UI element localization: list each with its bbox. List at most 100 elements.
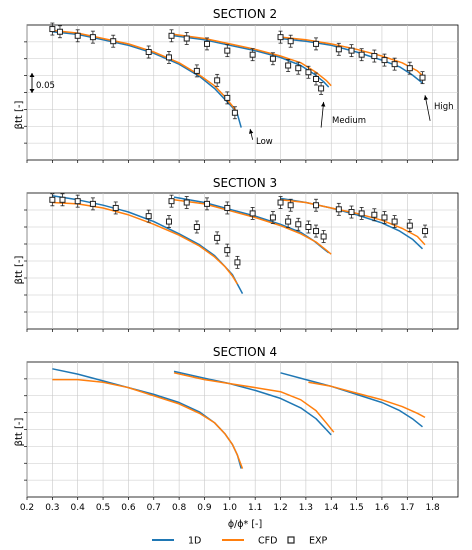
exp-point — [295, 217, 302, 231]
exp-point — [224, 201, 231, 215]
legend-label-1d: 1D — [188, 536, 201, 547]
exp-point — [358, 48, 365, 62]
exp-point — [419, 71, 426, 85]
scale-bar-arrow-up — [29, 73, 35, 77]
exp-point — [249, 206, 256, 220]
exp-point — [214, 231, 221, 245]
series-cfd-line-2 — [280, 36, 426, 79]
exp-point — [168, 29, 175, 43]
exp-point — [224, 44, 231, 58]
exp-point — [287, 34, 294, 48]
x-tick-label: 1.1 — [248, 503, 262, 513]
series-1d-line-2 — [280, 37, 423, 84]
plot-section-4 — [24, 361, 459, 500]
series-cfd-line-2 — [308, 381, 426, 419]
exp-point — [234, 255, 241, 269]
exp-point — [277, 196, 284, 209]
x-tick-label: 0.3 — [45, 503, 59, 513]
exp-point — [49, 22, 56, 36]
panel-title-section-4: SECTION 4 — [213, 345, 277, 359]
exp-point — [193, 220, 200, 234]
exp-point — [165, 215, 172, 228]
series-1d-line-1 — [173, 370, 332, 436]
x-tick-labels: 0.2 0.3 0.4 0.5 0.6 0.7 0.8 0.9 1.0 1.1 1.2 1.3 1.4 1… — [20, 503, 440, 513]
legend-label-cfd: CFD — [258, 536, 277, 547]
annotation-arrowhead — [249, 128, 254, 134]
y-axis-label-section-2: βtt [-] — [14, 101, 25, 130]
x-tick-label: 0.6 — [121, 503, 136, 513]
exp-point — [287, 198, 294, 212]
series-1d-line-2 — [280, 372, 423, 428]
exp-point — [183, 32, 190, 45]
x-axis-label: ϕ/ϕ* [-] — [228, 519, 262, 530]
exp-point — [313, 72, 320, 86]
exp-point — [89, 30, 96, 44]
panel-title-section-3: SECTION 3 — [213, 176, 277, 190]
exp-point — [406, 219, 413, 233]
exp-point — [74, 29, 81, 43]
legend: 1D CFD EXP — [152, 536, 328, 547]
exp-point — [371, 49, 378, 63]
exp-point — [422, 224, 429, 238]
panel-title-section-2: SECTION 2 — [213, 7, 277, 21]
exp-point — [269, 211, 276, 224]
plot-section-3 — [24, 192, 459, 332]
exp-point — [320, 230, 327, 243]
exp-point — [249, 48, 256, 62]
legend-swatch-exp — [287, 536, 295, 544]
exp-point — [112, 201, 119, 215]
exp-point — [231, 106, 238, 120]
exp-point — [305, 220, 312, 234]
legend-label-exp: EXP — [309, 536, 328, 547]
exp-point — [145, 209, 152, 223]
exp-point — [305, 65, 312, 79]
exp-point — [165, 51, 172, 64]
exp-point — [49, 193, 56, 207]
exp-point — [358, 206, 365, 220]
exp-point — [313, 198, 320, 212]
exp-point — [214, 73, 221, 87]
exp-point — [371, 208, 378, 222]
exp-point — [381, 211, 388, 224]
exp-point — [406, 61, 413, 75]
x-tick-label: 1.6 — [375, 503, 390, 513]
exp-point — [145, 45, 152, 59]
exp-point — [381, 53, 388, 67]
series-1d-line-1 — [173, 35, 330, 88]
exp-point — [56, 25, 63, 39]
x-tick-label: 1.2 — [273, 503, 287, 513]
annotation-medium: Medium — [332, 116, 366, 126]
exp-point — [313, 224, 320, 238]
series-cfd-line-0 — [52, 378, 244, 469]
exp-point — [348, 44, 355, 58]
exp-point — [74, 194, 81, 208]
series-cfd-line-2 — [280, 199, 426, 246]
exp-point — [391, 57, 398, 71]
exp-point — [313, 37, 320, 51]
x-tick-label: 1.8 — [425, 503, 440, 513]
series-cfd-line-1 — [173, 33, 332, 87]
y-axis-label-section-4: βtt [-] — [14, 418, 25, 447]
x-tick-label: 0.2 — [20, 503, 34, 513]
exp-point — [168, 194, 175, 208]
plot-section-2 — [24, 22, 459, 163]
exp-point — [193, 64, 200, 78]
exp-point — [269, 52, 276, 66]
x-tick-label: 1.3 — [299, 503, 313, 513]
exp-point — [391, 215, 398, 228]
x-tick-label: 1.0 — [223, 503, 238, 513]
exp-point — [89, 197, 96, 211]
exp-point — [183, 196, 190, 209]
annotation-arrowhead — [423, 95, 429, 101]
annotation-high: High — [434, 102, 454, 112]
series-cfd-line-1 — [173, 199, 332, 255]
scale-bar-arrow-down — [29, 89, 35, 93]
exp-point — [110, 34, 117, 48]
exp-point — [335, 42, 342, 56]
scale-bar-label: 0.05 — [36, 81, 55, 91]
y-axis-label-section-3: βtt [-] — [14, 256, 25, 285]
exp-point — [318, 82, 325, 95]
x-tick-label: 0.9 — [197, 503, 212, 513]
exp-point — [285, 215, 292, 228]
